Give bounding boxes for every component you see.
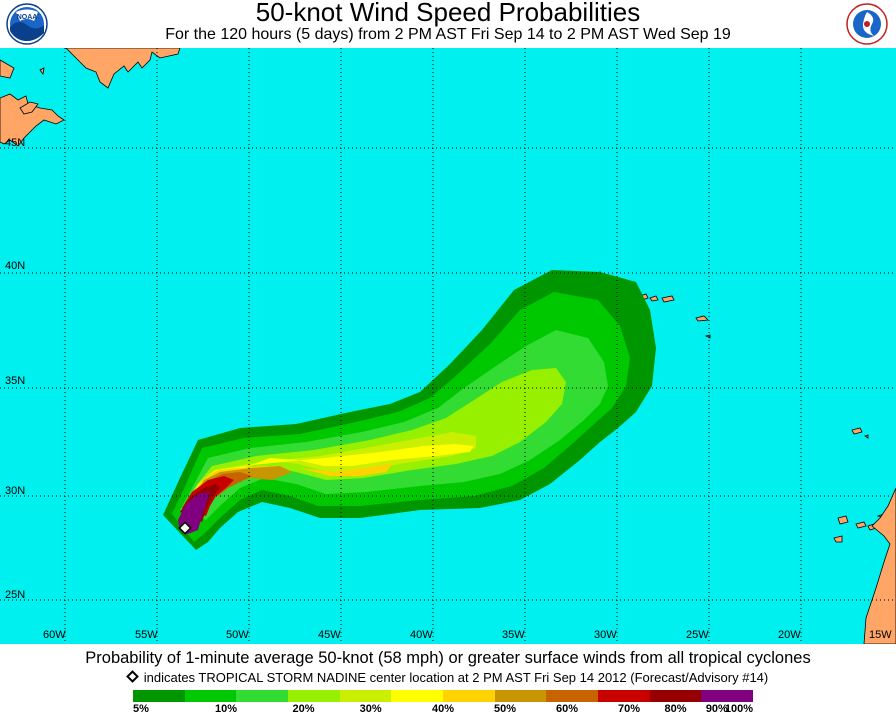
colorbar-swatch-0 — [133, 690, 185, 702]
lon-label-45w: 45W — [318, 629, 341, 641]
lon-label-35w: 35W — [502, 629, 525, 641]
map-canvas — [0, 48, 896, 644]
colorbar-swatch-1 — [184, 690, 237, 702]
page-subtitle: For the 120 hours (5 days) from 2 PM AST… — [165, 26, 731, 43]
land-africa — [833, 427, 896, 644]
colorbar-swatch-7 — [494, 690, 547, 702]
colorbar-swatch-9 — [598, 690, 650, 702]
storm-legend: indicates TROPICAL STORM NADINE center l… — [0, 670, 896, 686]
storm-legend-text: indicates TROPICAL STORM NADINE center l… — [143, 670, 769, 685]
lon-label-60w: 60W — [43, 629, 66, 641]
contour-50pct — [188, 444, 474, 502]
lat-label-30n: 30N — [5, 485, 26, 497]
colorbar-swatch-5 — [391, 690, 444, 702]
colorbar-label: 60% — [555, 703, 579, 715]
probability-map: 45N 40N 35N 30N 25N 60W 55W 50W 45W 40W … — [0, 48, 896, 644]
colorbar-label: 70% — [617, 703, 641, 715]
nws-logo — [846, 3, 888, 45]
probability-colorbar — [133, 690, 754, 702]
colorbar-swatch-11 — [701, 690, 754, 702]
noaa-logo: NOAA — [6, 3, 48, 45]
colorbar-swatch-8 — [546, 690, 599, 702]
colorbar-label: 100% — [724, 703, 754, 715]
lon-label-50w: 50W — [226, 629, 249, 641]
lon-label-55w: 55W — [135, 629, 158, 641]
colorbar-swatch-4 — [339, 690, 392, 702]
colorbar-label: 10% — [214, 703, 238, 715]
probability-swath — [163, 270, 656, 550]
colorbar-label: 20% — [292, 703, 315, 715]
header: NOAA 50-knot Wind Speed Probabilities Fo… — [0, 0, 896, 48]
colorbar-label: 50% — [493, 703, 517, 715]
ocean — [0, 48, 896, 644]
lon-label-30w: 30W — [594, 629, 617, 641]
diamond-icon — [125, 670, 139, 683]
lon-label-25w: 25W — [686, 629, 709, 641]
colorbar-label: 40% — [431, 703, 455, 715]
colorbar-label: 5% — [133, 703, 149, 715]
footer: Probability of 1-minute average 50-knot … — [0, 644, 896, 716]
svg-text:NOAA: NOAA — [17, 14, 38, 21]
colorbar-label: 30% — [359, 703, 382, 715]
colorbar-labels: 5% 10% 20% 30% 40% 50% 60% 70% 80% 90% 100% — [0, 703, 896, 716]
colorbar-swatch-6 — [443, 690, 495, 702]
contour-30pct — [184, 368, 566, 506]
lat-label-40n: 40N — [5, 260, 26, 272]
colorbar-label: 90% — [705, 703, 728, 715]
colorbar-label: 80% — [664, 703, 687, 715]
page-title: 50-knot Wind Speed Probabilities — [255, 0, 641, 27]
map-description: Probability of 1-minute average 50-knot … — [85, 649, 811, 667]
lon-label-40w: 40W — [410, 629, 433, 641]
lat-label-25n: 25N — [5, 589, 26, 601]
colorbar-swatch-10 — [649, 690, 702, 702]
diamond-icon — [178, 521, 192, 535]
colorbar-swatch-3 — [288, 690, 340, 702]
lon-label-15w: 15W — [869, 629, 892, 641]
graticule — [0, 48, 896, 644]
lat-label-45n: 45N — [5, 137, 26, 149]
lon-label-20w: 20W — [778, 629, 801, 641]
lat-label-35n: 35N — [5, 375, 26, 387]
land-north-america — [0, 48, 181, 147]
colorbar-swatch-2 — [236, 690, 289, 702]
